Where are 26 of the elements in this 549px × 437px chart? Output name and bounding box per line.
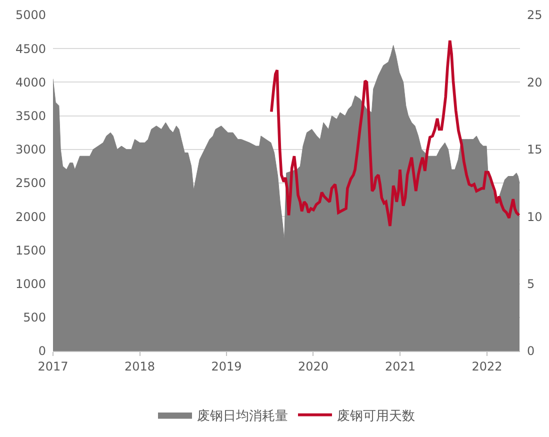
y-tick-label: 2500	[15, 176, 46, 190]
legend-label: 废钢日均消耗量	[197, 408, 288, 424]
line-series	[270, 39, 520, 228]
y-tick-label: 5000	[15, 8, 46, 22]
y-tick-label: 3500	[15, 109, 46, 123]
x-tick-label: 2022	[472, 359, 502, 374]
legend-label: 废钢可用天数	[337, 408, 415, 424]
y2-tick-label: 20	[527, 75, 542, 90]
y-tick-label: 4500	[15, 42, 46, 56]
x-tick-label: 2017	[38, 359, 68, 374]
y-tick-label: 1000	[15, 277, 46, 291]
y-tick-label: 4000	[15, 75, 46, 90]
y2-tick-label: 10	[527, 210, 542, 224]
y-tick-label: 2000	[15, 210, 46, 224]
y-tick-label: 0	[38, 344, 46, 358]
x-tick-label: 2018	[124, 359, 156, 374]
x-tick-label: 2019	[211, 359, 242, 374]
y-tick-label: 1500	[15, 243, 46, 258]
y2-tick-label: 15	[527, 142, 542, 157]
y2-tick-label: 0	[527, 344, 535, 358]
y2-tick-label: 25	[527, 8, 542, 22]
x-tick-label: 2020	[298, 359, 329, 374]
y2-tick-label: 5	[527, 277, 535, 291]
x-tick-label: 2021	[384, 359, 416, 374]
y-tick-label: 3000	[15, 142, 46, 157]
y-tick-label: 500	[23, 310, 46, 325]
